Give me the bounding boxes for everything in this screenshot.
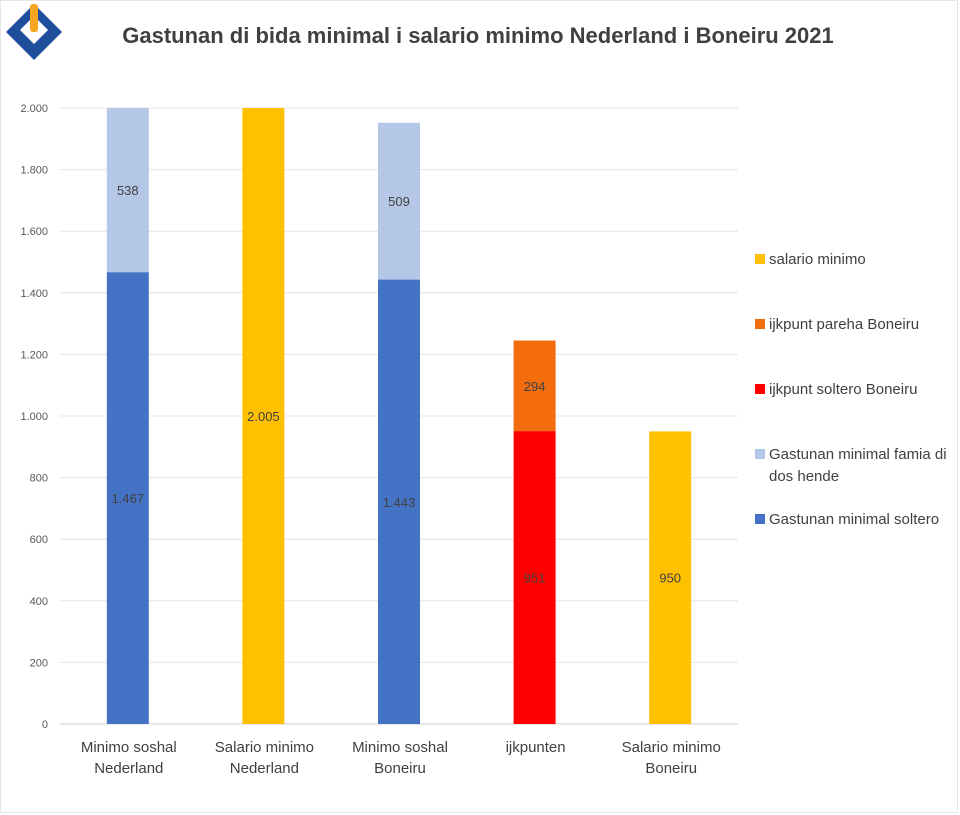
data-label: 538 (117, 183, 139, 198)
y-tick-label: 1.600 (20, 226, 48, 238)
data-labels: 1.467 538 2.005 1.443 509 951 294 950 (112, 183, 682, 586)
x-tick-label: Salario minimo Boneiru (622, 739, 721, 777)
data-label: 509 (388, 194, 410, 209)
bar-segment (106, 272, 149, 724)
bars (106, 108, 692, 724)
data-label: 294 (524, 379, 546, 394)
y-tick-label: 1.200 (20, 349, 48, 361)
legend-label: Gastunan minimal soltero (769, 511, 939, 528)
x-tick-label: ijkpunten (506, 739, 566, 756)
x-axis: Minimo soshal Nederland Salario minimo Nede… (81, 739, 721, 777)
y-tick-label: 1.400 (20, 288, 48, 300)
data-label: 951 (524, 571, 546, 586)
y-tick-label: 0 (42, 719, 48, 731)
legend-label: Gastunan minimal famia di dos hende (769, 446, 947, 485)
y-tick-label: 1.000 (20, 411, 48, 423)
y-tick-label: 2.000 (20, 103, 48, 115)
bar-segment (513, 431, 556, 724)
legend-swatch (755, 384, 765, 394)
y-tick-label: 800 (30, 473, 48, 485)
bar-segment (242, 108, 285, 724)
bar-segment (649, 431, 692, 724)
legend-swatch (755, 254, 765, 264)
x-tick-label: Minimo soshal Boneiru (352, 739, 448, 777)
data-label: 1.467 (112, 491, 145, 506)
data-label: 950 (659, 571, 681, 586)
y-tick-label: 600 (30, 534, 48, 546)
y-tick-label: 1.800 (20, 165, 48, 177)
chart-title: Gastunan di bida minimal i salario minim… (122, 23, 834, 48)
x-tick-label: Minimo soshal Nederland (81, 739, 177, 777)
y-tick-label: 400 (30, 596, 48, 608)
logo-icon (6, 4, 62, 60)
bar-segment (106, 108, 149, 273)
legend-label: salario minimo (769, 251, 866, 268)
data-label: 1.443 (383, 495, 416, 510)
legend-swatch (755, 514, 765, 524)
legend-label: ijkpunt soltero Boneiru (769, 381, 917, 398)
data-label: 2.005 (247, 409, 280, 424)
legend-swatch (755, 449, 765, 459)
bar-segment (378, 279, 420, 724)
bar-segment (513, 340, 556, 432)
x-tick-label: Salario minimo Nederland (215, 739, 314, 777)
y-tick-label: 200 (30, 657, 48, 669)
legend-label: ijkpunt pareha Boneiru (769, 316, 919, 333)
legend-swatch (755, 319, 765, 329)
bar-segment (378, 122, 420, 280)
y-axis: 0 200 400 600 800 1.000 1.200 1.400 1.600 1.800 2.… (20, 103, 48, 731)
legend: salario minimo ijkpunt pareha Boneiru ijkp… (755, 251, 947, 528)
